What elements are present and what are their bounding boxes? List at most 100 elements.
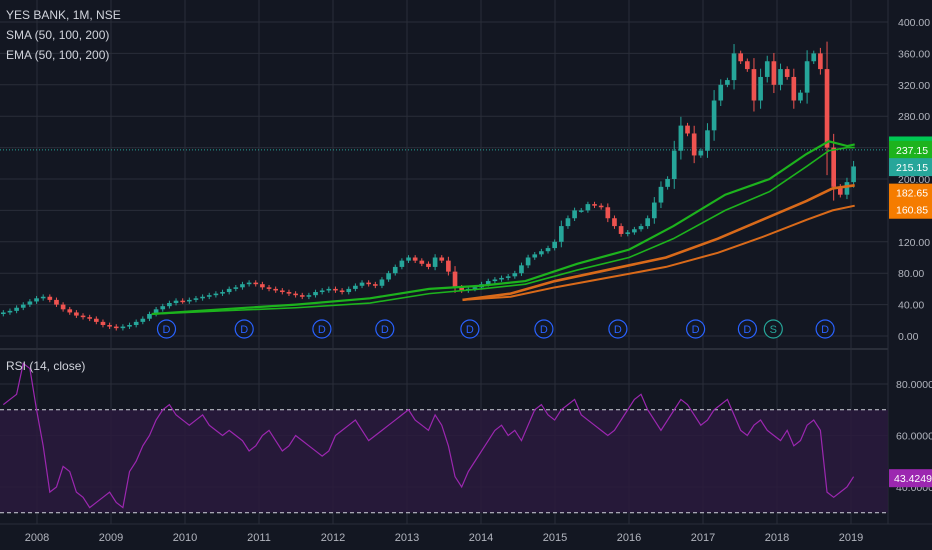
time-axis: 2008 2009 2010 2011 2012 2013 2014 2015 2016 2017… — [25, 532, 863, 544]
candle-body — [246, 282, 252, 285]
candle-body — [519, 265, 524, 274]
candle-body — [412, 257, 418, 261]
price-badge — [889, 140, 932, 159]
time-tick-label: 2017 — [691, 532, 715, 544]
candle-body — [293, 293, 298, 296]
candle-body — [585, 204, 591, 211]
price-tick-label: 120.00 — [898, 237, 930, 249]
candle-body — [133, 321, 139, 326]
candle-body — [14, 307, 19, 311]
candle-body — [153, 309, 159, 315]
rsi-tick-label: 60.0000 — [896, 431, 932, 443]
event-marker-label: S — [770, 324, 777, 336]
candle-body — [658, 186, 664, 203]
candle-body — [20, 304, 26, 308]
ema-legend[interactable]: EMA (50, 100, 200) — [6, 48, 110, 62]
event-marker-label: D — [163, 324, 171, 336]
event-marker-label: D — [381, 324, 389, 336]
candle-body — [572, 210, 577, 219]
candle-body — [419, 260, 425, 264]
event-marker-label: D — [821, 324, 829, 336]
symbol-legend[interactable]: YES BANK, 1M, NSE — [6, 8, 121, 22]
candle-body — [253, 282, 259, 285]
candle-body — [147, 314, 152, 319]
price-tick-label: 400.00 — [898, 17, 930, 29]
candle-body — [326, 288, 332, 291]
candle-body — [804, 61, 810, 93]
candle-body — [678, 125, 684, 151]
candle-body — [751, 69, 757, 101]
candle-body — [505, 276, 511, 278]
candle-body — [226, 288, 232, 293]
candle-body — [578, 210, 584, 212]
sma-legend[interactable]: SMA (50, 100, 200) — [6, 28, 110, 42]
candle-body — [665, 179, 670, 187]
candle-body — [34, 298, 39, 302]
time-tick-label: 2012 — [321, 532, 345, 544]
candle-body — [811, 53, 817, 62]
candle-body — [791, 76, 797, 101]
price-badge — [889, 183, 932, 202]
candle-body — [512, 273, 518, 277]
price-tick-label: 80.00 — [898, 268, 924, 280]
price-scale-background — [888, 0, 932, 550]
price-badge — [889, 158, 932, 177]
candle-body — [565, 218, 571, 227]
candle-body — [725, 80, 730, 85]
candle-body — [598, 205, 604, 208]
candle-body — [173, 300, 179, 304]
price-badge-label: 182.65 — [896, 188, 928, 200]
candle-body — [67, 309, 73, 313]
candle-body — [333, 288, 338, 291]
candle-body — [74, 312, 79, 316]
dividend-marker — [737, 319, 758, 339]
candle-body — [213, 293, 219, 296]
candle-body — [539, 251, 544, 255]
candle-body — [558, 226, 564, 242]
price-tick-label: 280.00 — [898, 111, 930, 123]
candle-body — [818, 53, 823, 70]
candle-body — [346, 288, 352, 293]
price-tick-label: 200.00 — [898, 174, 930, 186]
dividend-marker — [156, 319, 177, 339]
candle-body — [758, 76, 763, 101]
rsi-band — [0, 409, 888, 513]
candle-body — [54, 299, 59, 305]
candle-body — [426, 263, 431, 267]
price-badge-label: 215.15 — [896, 162, 928, 174]
dividend-marker — [685, 319, 706, 339]
candle-body — [206, 295, 212, 297]
candle-body — [771, 61, 777, 85]
price-tick-label: 40.00 — [898, 300, 924, 312]
candle-body — [180, 300, 186, 303]
rsi-badge-label: 43.4249 — [894, 473, 932, 485]
candle-body — [279, 290, 285, 293]
candle-body — [160, 306, 166, 310]
event-marker-label: D — [614, 324, 622, 336]
candle-body — [439, 257, 445, 261]
candle-body — [738, 53, 743, 62]
candle-body — [392, 266, 398, 274]
price-tick-label: 360.00 — [898, 48, 930, 60]
moving-average-line — [151, 146, 855, 315]
candle-body — [193, 298, 199, 300]
time-tick-label: 2008 — [25, 532, 49, 544]
candle-body — [286, 292, 292, 294]
moving-average-lines — [151, 140, 855, 316]
candle-body — [386, 273, 391, 280]
price-badge-label: 237.15 — [896, 145, 928, 157]
time-tick-label: 2011 — [247, 532, 271, 544]
candle-body — [233, 287, 239, 289]
rsi-legend[interactable]: RSI (14, close) — [6, 359, 86, 373]
dividend-marker — [234, 319, 254, 339]
candle-body — [711, 100, 717, 131]
candle-body — [0, 312, 6, 315]
split-marker — [763, 319, 783, 339]
candle-body — [824, 69, 830, 148]
dividend-marker — [815, 319, 835, 339]
candle-body — [127, 325, 132, 327]
candle-body — [698, 150, 704, 156]
candle-body — [366, 282, 371, 285]
